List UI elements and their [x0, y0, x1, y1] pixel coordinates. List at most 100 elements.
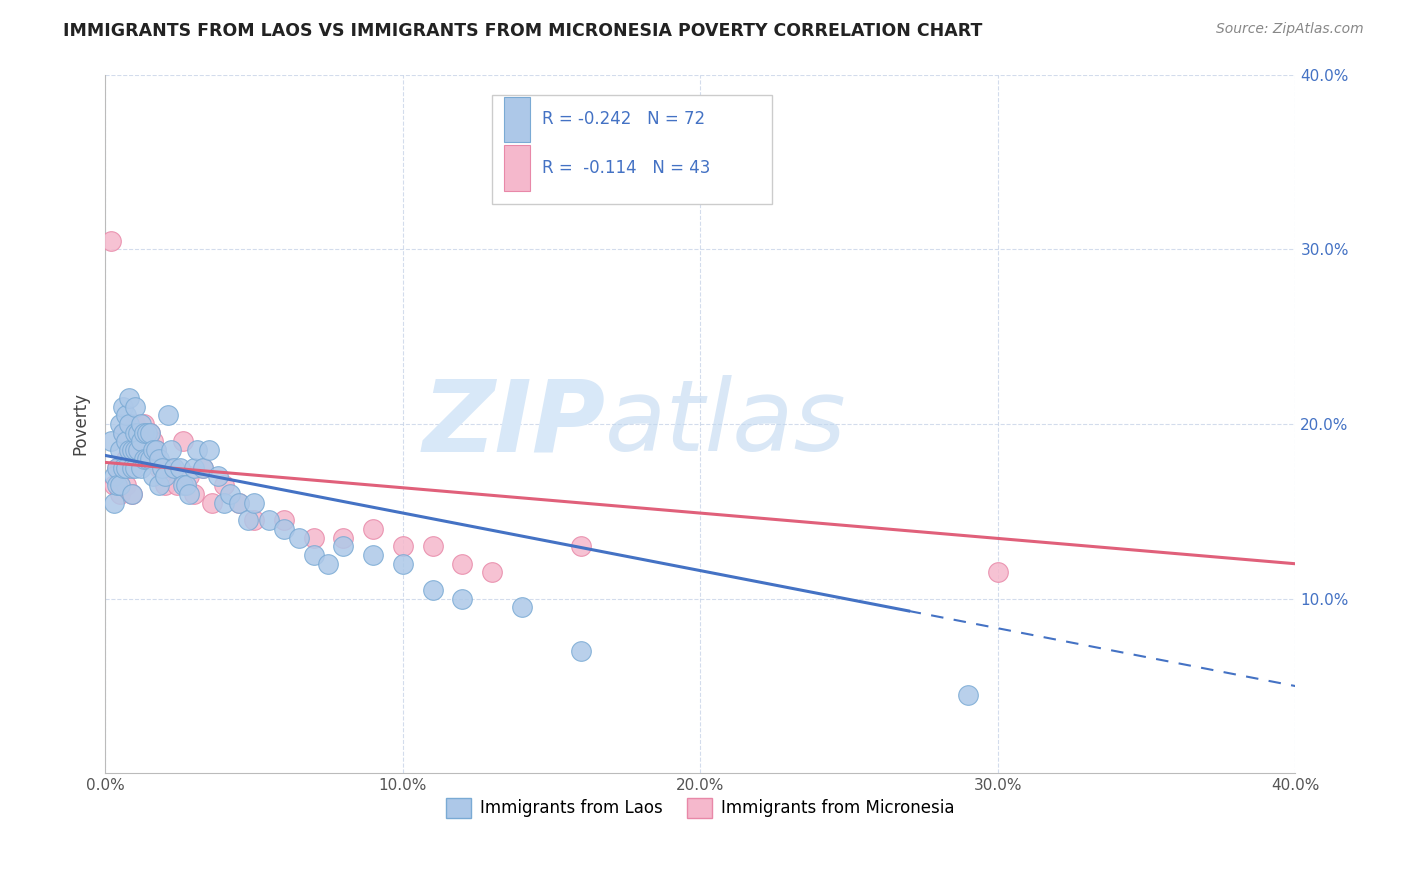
Point: [957, 688, 980, 702]
Point: [139, 451, 162, 466]
Text: R = -0.242   N = 72: R = -0.242 N = 72: [543, 111, 706, 128]
Point: [108, 478, 131, 492]
Point: [118, 391, 141, 405]
Point: [132, 417, 155, 431]
Point: [132, 451, 155, 466]
Point: [142, 434, 165, 449]
Point: [112, 460, 135, 475]
Point: [108, 417, 131, 431]
Point: [422, 582, 444, 597]
Point: [129, 417, 152, 431]
Point: [129, 434, 152, 449]
Point: [112, 460, 135, 475]
FancyBboxPatch shape: [492, 95, 772, 203]
Point: [183, 460, 205, 475]
Point: [569, 539, 592, 553]
Point: [391, 539, 413, 553]
Point: [124, 425, 146, 440]
Point: [142, 443, 165, 458]
Text: IMMIGRANTS FROM LAOS VS IMMIGRANTS FROM MICRONESIA POVERTY CORRELATION CHART: IMMIGRANTS FROM LAOS VS IMMIGRANTS FROM …: [63, 22, 983, 40]
Point: [124, 460, 146, 475]
Point: [118, 460, 141, 475]
Point: [153, 469, 176, 483]
Point: [987, 566, 1010, 580]
Point: [124, 443, 146, 458]
Text: ZIP: ZIP: [422, 376, 605, 473]
Point: [105, 460, 128, 475]
Point: [163, 460, 186, 475]
Point: [142, 469, 165, 483]
Point: [391, 557, 413, 571]
Point: [201, 495, 224, 509]
Point: [361, 522, 384, 536]
Point: [118, 443, 141, 458]
Point: [135, 443, 157, 458]
Point: [212, 495, 235, 509]
Point: [273, 513, 295, 527]
Point: [159, 460, 181, 475]
Point: [287, 531, 309, 545]
Point: [121, 487, 143, 501]
Text: Source: ZipAtlas.com: Source: ZipAtlas.com: [1216, 22, 1364, 37]
Point: [115, 460, 138, 475]
Point: [153, 478, 176, 492]
Point: [105, 478, 128, 492]
Point: [103, 469, 125, 483]
Point: [112, 425, 135, 440]
Point: [361, 548, 384, 562]
Point: [135, 425, 157, 440]
Point: [302, 548, 325, 562]
Point: [174, 478, 197, 492]
Point: [127, 425, 149, 440]
Point: [228, 495, 250, 509]
Legend: Immigrants from Laos, Immigrants from Micronesia: Immigrants from Laos, Immigrants from Mi…: [440, 791, 960, 824]
Point: [183, 487, 205, 501]
Point: [198, 443, 221, 458]
Point: [124, 417, 146, 431]
FancyBboxPatch shape: [503, 96, 530, 142]
Point: [243, 495, 266, 509]
Point: [148, 478, 170, 492]
Point: [177, 487, 200, 501]
Text: atlas: atlas: [605, 376, 846, 473]
Point: [129, 460, 152, 475]
Point: [148, 451, 170, 466]
Point: [100, 434, 122, 449]
Point: [156, 409, 179, 423]
Point: [135, 451, 157, 466]
Point: [145, 443, 167, 458]
Point: [193, 460, 215, 475]
Point: [103, 495, 125, 509]
Point: [332, 539, 354, 553]
Point: [186, 443, 208, 458]
Point: [103, 478, 125, 492]
Point: [121, 460, 143, 475]
Point: [169, 460, 191, 475]
Point: [166, 478, 188, 492]
Point: [115, 478, 138, 492]
Point: [139, 425, 162, 440]
Point: [257, 513, 280, 527]
Point: [422, 539, 444, 553]
Point: [451, 557, 474, 571]
Point: [332, 531, 354, 545]
Point: [172, 434, 194, 449]
Point: [318, 557, 340, 571]
Point: [121, 487, 143, 501]
Point: [219, 487, 242, 501]
Point: [451, 591, 474, 606]
Point: [129, 434, 152, 449]
Point: [112, 425, 135, 440]
Point: [212, 478, 235, 492]
Point: [115, 451, 138, 466]
Point: [118, 417, 141, 431]
Point: [112, 400, 135, 414]
Point: [510, 600, 533, 615]
Point: [145, 443, 167, 458]
Point: [148, 460, 170, 475]
Point: [150, 460, 173, 475]
Point: [228, 495, 250, 509]
Point: [127, 443, 149, 458]
Point: [105, 460, 128, 475]
Point: [150, 460, 173, 475]
